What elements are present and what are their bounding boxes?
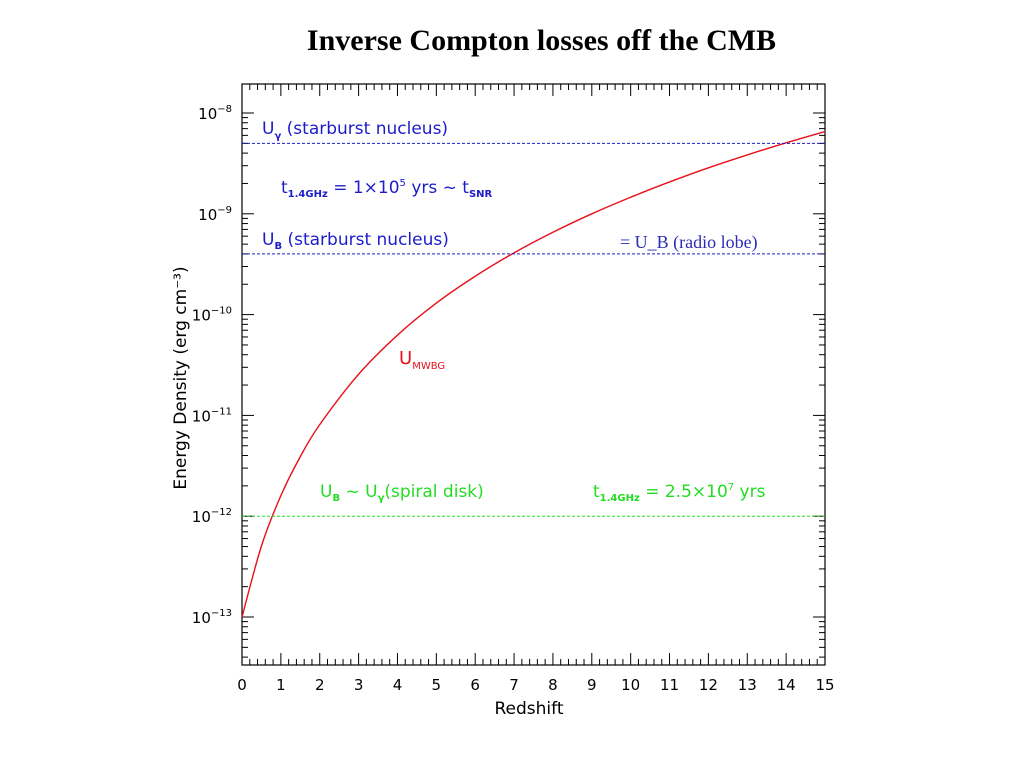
x-tick-labels: 0 1 2 3 4 5 6 7 8 9 10 11 12 13 14 15 [237, 676, 834, 694]
x-axis-title: Redshift [494, 699, 563, 719]
y-axis-title: Energy Density (erg cm⁻³) [171, 266, 191, 489]
x-tick-label: 13 [738, 676, 757, 694]
y-tick-label: 10−10 [192, 306, 232, 325]
y-tick-labels: 10−13 10−12 10−11 10−10 10−9 10−8 [192, 104, 232, 627]
x-tick-label: 7 [509, 676, 519, 694]
t-nucleus-label: t1.4GHz = 1×105 yrs ~ tSNR [281, 178, 493, 200]
x-tick-label: 14 [777, 676, 796, 694]
axis-ticks [241, 84, 826, 665]
y-tick-label: 10−9 [198, 205, 232, 224]
x-tick-label: 10 [621, 676, 640, 694]
radio-lobe-label: = U_B (radio lobe) [620, 232, 758, 253]
x-tick-label: 1 [276, 676, 286, 694]
x-tick-label: 8 [548, 676, 558, 694]
ub-label: UB (starburst nucleus) [262, 230, 449, 252]
y-tick-label: 10−11 [192, 406, 232, 425]
spiral-disk-label: UB ~ Uγ(spiral disk) [320, 482, 484, 504]
x-tick-label: 3 [354, 676, 364, 694]
x-tick-label: 4 [393, 676, 403, 694]
plot-frame [241, 83, 826, 666]
y-tick-label: 10−8 [198, 104, 232, 123]
x-tick-label: 2 [315, 676, 325, 694]
slide-title: Inverse Compton losses off the CMB [306, 24, 777, 57]
x-tick-label: 5 [432, 676, 442, 694]
series-line [241, 130, 826, 618]
x-tick-label: 12 [699, 676, 718, 694]
ugamma-label: Uγ (starburst nucleus) [262, 119, 448, 142]
y-tick-label: 10−12 [192, 507, 232, 526]
series-group [241, 130, 826, 618]
x-tick-label: 0 [237, 676, 247, 694]
x-tick-label: 6 [470, 676, 480, 694]
x-tick-label: 11 [660, 676, 679, 694]
umwbg-label: UMWBG [399, 348, 445, 372]
x-tick-label: 9 [587, 676, 597, 694]
t-disk-label: t1.4GHz = 2.5×107 yrs [593, 482, 766, 504]
x-tick-label: 15 [815, 676, 834, 694]
y-tick-label: 10−13 [192, 608, 232, 627]
